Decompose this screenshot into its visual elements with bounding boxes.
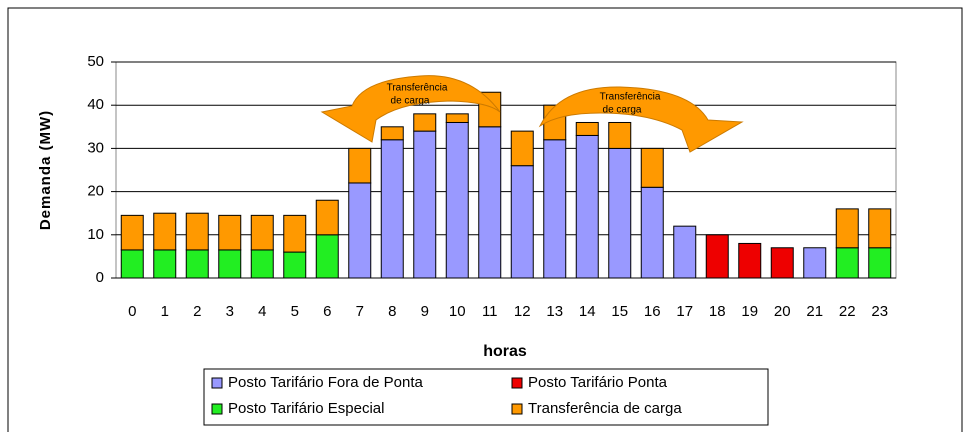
bar-segment (153, 249, 177, 279)
legend-label: Transferência de carga (528, 400, 682, 417)
bar-segment (380, 126, 404, 141)
bar-segment (120, 249, 144, 279)
bar-segment (510, 165, 534, 279)
x-tick-label: 16 (644, 303, 661, 320)
x-tick-label: 17 (676, 303, 693, 320)
bar-segment (868, 247, 892, 279)
x-tick-label: 23 (871, 303, 888, 320)
bar-segment (608, 147, 632, 279)
annotation: de carga (603, 105, 642, 116)
bar-segment (218, 249, 242, 279)
bar-segment (315, 234, 339, 279)
bar-segment (380, 139, 404, 279)
x-tick-label: 3 (226, 303, 234, 320)
bar-segment (738, 242, 762, 279)
bar-segment (250, 249, 274, 279)
bar-segment (673, 225, 697, 279)
bar-segment (835, 247, 859, 279)
legend-label: Posto Tarifário Especial (228, 400, 384, 417)
y-tick-label: 20 (87, 183, 104, 200)
x-tick-label: 1 (161, 303, 169, 320)
bar-segment (185, 212, 209, 251)
legend-swatch (511, 403, 523, 415)
x-tick-label: 12 (514, 303, 531, 320)
bar-segment (250, 214, 274, 251)
bar-segment (478, 126, 502, 279)
bar-segment (315, 199, 339, 236)
legend-label: Posto Tarifário Fora de Ponta (228, 374, 423, 391)
x-tick-label: 8 (388, 303, 396, 320)
x-tick-label: 22 (839, 303, 856, 320)
bar-segment (153, 212, 177, 251)
x-tick-label: 2 (193, 303, 201, 320)
bar-segment (348, 182, 372, 279)
legend-label: Posto Tarifário Ponta (528, 374, 668, 391)
bar-segment (413, 113, 437, 132)
bar-segment (640, 186, 664, 279)
x-tick-label: 11 (482, 303, 498, 320)
bar-segment (445, 121, 469, 279)
bar-segment (640, 147, 664, 188)
transfer-arrow-left (320, 75, 501, 143)
bar-segment (868, 208, 892, 249)
bar-segment (120, 214, 144, 251)
annotation: Transferência (387, 83, 448, 94)
legend-swatch (511, 377, 523, 389)
bar-segment (348, 147, 372, 184)
bar-segment (283, 214, 307, 253)
bar-segment (185, 249, 209, 279)
x-tick-label: 0 (128, 303, 136, 320)
x-tick-label: 5 (291, 303, 299, 320)
x-tick-label: 18 (709, 303, 726, 320)
bar-segment (705, 234, 729, 279)
x-axis-title: horas (483, 343, 527, 360)
x-tick-label: 9 (421, 303, 429, 320)
legend-swatch (211, 377, 223, 389)
x-tick-label: 6 (323, 303, 331, 320)
bar-segment (413, 130, 437, 279)
x-tick-label: 4 (258, 303, 266, 320)
legend-swatch (211, 403, 223, 415)
x-tick-label: 7 (356, 303, 364, 320)
y-axis-title: Demanda (MW) (37, 110, 54, 230)
bar-segment (575, 121, 599, 136)
x-tick-label: 13 (546, 303, 563, 320)
y-tick-label: 50 (87, 53, 104, 70)
annotation: de carga (391, 96, 430, 107)
bar-segment (445, 113, 469, 123)
legend-box (203, 368, 769, 426)
x-tick-label: 10 (449, 303, 466, 320)
x-tick-label: 15 (611, 303, 628, 320)
annotation: Transferência (600, 92, 661, 103)
bar-segment (803, 247, 827, 279)
y-tick-label: 0 (96, 269, 104, 286)
bar-segment (543, 139, 567, 279)
bar-segment (770, 247, 794, 279)
bar-segment (608, 121, 632, 149)
x-tick-label: 21 (806, 303, 823, 320)
y-tick-label: 30 (87, 139, 104, 156)
x-tick-label: 19 (741, 303, 758, 320)
x-tick-label: 14 (579, 303, 596, 320)
transfer-arrow-right (538, 86, 744, 153)
plot-background (115, 61, 897, 279)
x-tick-label: 20 (774, 303, 791, 320)
y-tick-label: 10 (87, 226, 104, 243)
bar-segment (218, 214, 242, 251)
bar-segment (575, 134, 599, 279)
bar-segment (283, 251, 307, 279)
bar-segment (510, 130, 534, 167)
y-tick-label: 40 (87, 96, 104, 113)
bar-segment (835, 208, 859, 249)
